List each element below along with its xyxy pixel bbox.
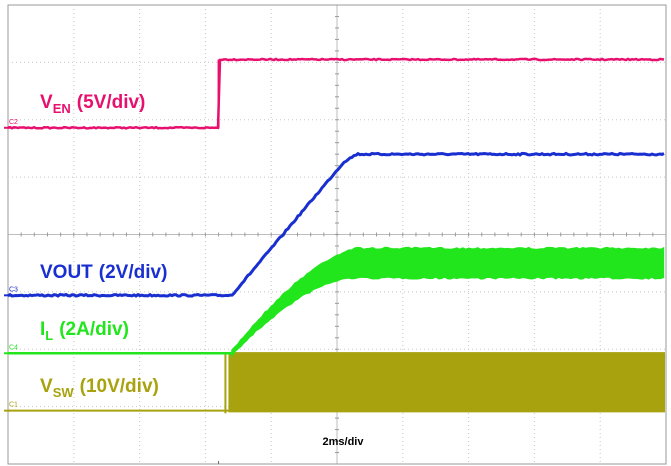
series-label-vout: VOUT (2V/div)	[40, 262, 167, 283]
channel-marker-label: C3	[9, 286, 18, 293]
trace-vsw-switching	[228, 352, 665, 413]
series-label-ven: VEN (5V/div)	[40, 92, 145, 116]
series-label-vsw: VSW (10V/div)	[40, 376, 159, 400]
grid	[7, 4, 667, 465]
channel-markers: C2 C3 C4 C1	[4, 119, 220, 464]
trace-il-ripple	[231, 246, 665, 359]
trace-ven	[7, 57, 665, 130]
series-label-il: IL (2A/div)	[40, 319, 129, 343]
channel-marker-label: C1	[9, 402, 18, 409]
channel-marker-label: C2	[9, 119, 18, 126]
channel-marker-label: C4	[9, 344, 18, 351]
traces	[7, 57, 665, 414]
trace-vout	[7, 151, 665, 298]
timebase-label: 2ms/div	[323, 436, 365, 448]
